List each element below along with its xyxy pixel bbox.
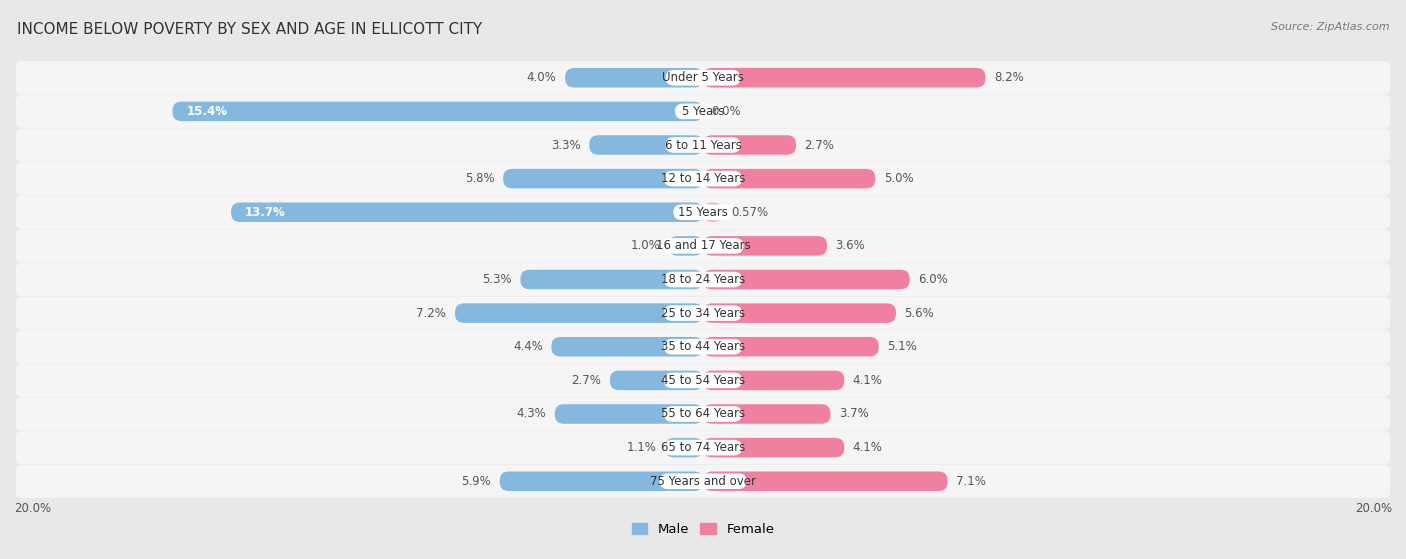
FancyBboxPatch shape [15,431,1391,464]
FancyBboxPatch shape [15,61,1391,94]
Text: 5.6%: 5.6% [904,307,934,320]
Text: 13.7%: 13.7% [245,206,285,219]
FancyBboxPatch shape [703,404,831,424]
FancyBboxPatch shape [703,135,796,155]
FancyBboxPatch shape [15,229,1391,263]
Text: 1.1%: 1.1% [627,441,657,454]
Text: 35 to 44 Years: 35 to 44 Years [661,340,745,353]
Text: 6.0%: 6.0% [918,273,948,286]
Text: 7.2%: 7.2% [416,307,446,320]
Text: 16 and 17 Years: 16 and 17 Years [655,239,751,252]
FancyBboxPatch shape [675,103,731,119]
Text: 5.9%: 5.9% [461,475,491,488]
Text: 55 to 64 Years: 55 to 64 Years [661,408,745,420]
Text: INCOME BELOW POVERTY BY SEX AND AGE IN ELLICOTT CITY: INCOME BELOW POVERTY BY SEX AND AGE IN E… [17,22,482,37]
Text: 25 to 34 Years: 25 to 34 Years [661,307,745,320]
FancyBboxPatch shape [610,371,703,390]
FancyBboxPatch shape [15,263,1391,296]
Text: 1.0%: 1.0% [630,239,659,252]
FancyBboxPatch shape [664,305,742,321]
FancyBboxPatch shape [703,304,896,323]
Text: 12 to 14 Years: 12 to 14 Years [661,172,745,185]
FancyBboxPatch shape [503,169,703,188]
FancyBboxPatch shape [664,440,742,456]
Text: 4.1%: 4.1% [853,374,883,387]
FancyBboxPatch shape [565,68,703,88]
Text: 20.0%: 20.0% [14,502,51,515]
Text: 3.6%: 3.6% [835,239,865,252]
FancyBboxPatch shape [499,471,703,491]
FancyBboxPatch shape [231,202,703,222]
FancyBboxPatch shape [551,337,703,357]
FancyBboxPatch shape [456,304,703,323]
FancyBboxPatch shape [15,397,1391,430]
Text: 5.8%: 5.8% [465,172,495,185]
Text: 5.3%: 5.3% [482,273,512,286]
FancyBboxPatch shape [520,270,703,289]
Text: 0.57%: 0.57% [731,206,768,219]
Text: 3.7%: 3.7% [839,408,869,420]
Text: 6 to 11 Years: 6 to 11 Years [665,139,741,151]
Text: 15.4%: 15.4% [186,105,228,118]
FancyBboxPatch shape [555,404,703,424]
FancyBboxPatch shape [664,372,742,388]
Text: 2.7%: 2.7% [804,139,835,151]
FancyBboxPatch shape [703,236,827,255]
Text: 4.1%: 4.1% [853,441,883,454]
Text: 5.1%: 5.1% [887,340,917,353]
Text: 20.0%: 20.0% [1355,502,1392,515]
FancyBboxPatch shape [173,102,703,121]
FancyBboxPatch shape [665,70,741,86]
Text: 45 to 54 Years: 45 to 54 Years [661,374,745,387]
FancyBboxPatch shape [15,465,1391,498]
FancyBboxPatch shape [15,364,1391,397]
FancyBboxPatch shape [664,406,742,422]
FancyBboxPatch shape [15,129,1391,162]
FancyBboxPatch shape [589,135,703,155]
Text: 3.3%: 3.3% [551,139,581,151]
FancyBboxPatch shape [703,270,910,289]
FancyBboxPatch shape [703,371,844,390]
Text: 4.4%: 4.4% [513,340,543,353]
FancyBboxPatch shape [703,169,875,188]
Text: 4.0%: 4.0% [527,71,557,84]
FancyBboxPatch shape [703,337,879,357]
Text: 7.1%: 7.1% [956,475,986,488]
Text: 18 to 24 Years: 18 to 24 Years [661,273,745,286]
Text: 0.0%: 0.0% [711,105,741,118]
FancyBboxPatch shape [15,330,1391,363]
Text: Source: ZipAtlas.com: Source: ZipAtlas.com [1271,22,1389,32]
Text: 2.7%: 2.7% [571,374,602,387]
FancyBboxPatch shape [659,473,747,489]
FancyBboxPatch shape [15,296,1391,330]
Text: 4.3%: 4.3% [516,408,547,420]
FancyBboxPatch shape [664,171,742,187]
FancyBboxPatch shape [703,438,844,457]
FancyBboxPatch shape [664,272,742,287]
FancyBboxPatch shape [662,238,744,254]
FancyBboxPatch shape [15,95,1391,128]
FancyBboxPatch shape [703,68,986,88]
Text: 8.2%: 8.2% [994,71,1024,84]
Text: Under 5 Years: Under 5 Years [662,71,744,84]
FancyBboxPatch shape [15,162,1391,195]
Legend: Male, Female: Male, Female [626,518,780,541]
Text: 5 Years: 5 Years [682,105,724,118]
FancyBboxPatch shape [15,196,1391,229]
FancyBboxPatch shape [673,205,733,220]
Text: 65 to 74 Years: 65 to 74 Years [661,441,745,454]
FancyBboxPatch shape [669,236,703,255]
FancyBboxPatch shape [665,438,703,457]
FancyBboxPatch shape [703,471,948,491]
Text: 5.0%: 5.0% [884,172,914,185]
FancyBboxPatch shape [703,202,723,222]
FancyBboxPatch shape [664,339,742,354]
FancyBboxPatch shape [665,137,741,153]
Text: 15 Years: 15 Years [678,206,728,219]
Text: 75 Years and over: 75 Years and over [650,475,756,488]
